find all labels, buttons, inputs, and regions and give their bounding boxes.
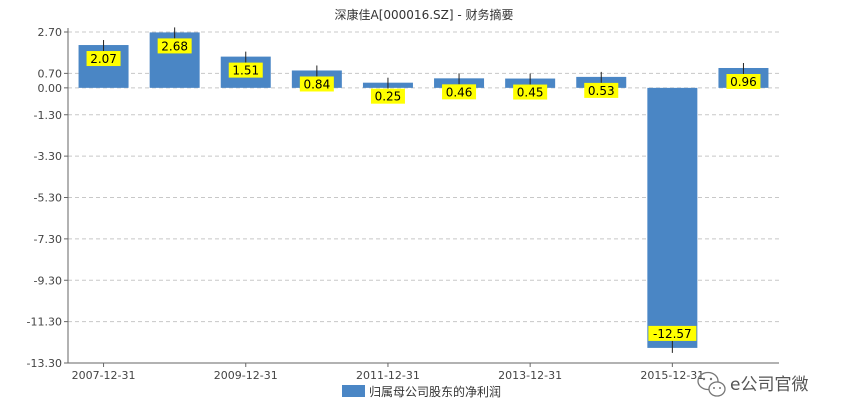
data-label: 0.96	[730, 75, 757, 89]
y-tick-label: -1.30	[34, 109, 62, 122]
y-tick-label: -7.30	[34, 233, 62, 246]
y-tick-label: 0.00	[38, 82, 63, 95]
y-tick-label: 0.70	[38, 67, 63, 80]
data-label: 0.45	[517, 86, 544, 100]
y-tick-label: -3.30	[34, 150, 62, 163]
data-label-box	[442, 84, 477, 100]
bar	[647, 87, 698, 348]
data-label-box	[370, 88, 405, 104]
data-label: 0.46	[446, 85, 473, 99]
x-tick-label: 2011-12-31	[356, 369, 420, 382]
x-tick-label: 2015-12-31	[640, 369, 704, 382]
data-label: 0.25	[375, 90, 402, 104]
data-label-box	[299, 76, 334, 92]
data-label-box	[726, 73, 761, 89]
data-label: 2.68	[161, 39, 188, 53]
x-tick-label: 2013-12-31	[498, 369, 562, 382]
y-tick-label: 2.70	[38, 26, 63, 39]
wechat-icon	[697, 371, 726, 397]
x-tick-label: 2009-12-31	[214, 369, 278, 382]
legend: 归属母公司股东的净利润	[342, 384, 501, 399]
chart-title: 深康佳A[000016.SZ] - 财务摘要	[335, 7, 514, 22]
data-label: -12.57	[653, 327, 692, 341]
data-label-box	[228, 62, 263, 78]
data-label-box	[584, 82, 619, 98]
data-label-box	[648, 325, 697, 341]
y-tick-label: -9.30	[34, 274, 62, 287]
data-label: 0.53	[588, 84, 615, 98]
x-axis-ticks: 2007-12-31 2009-12-31 2011-12-31 2013-12-31…	[72, 363, 704, 382]
legend-swatch	[342, 385, 365, 397]
watermark-text: e公司官微	[730, 375, 808, 395]
data-label: 1.51	[232, 64, 259, 78]
data-label: 2.07	[90, 52, 117, 66]
data-label-box	[86, 51, 121, 67]
y-tick-label: -5.30	[34, 192, 62, 205]
data-labels: 2.07 2.68 1.51 0.84 0.25 0.46 0.45 0.53 -12.57 0.…	[86, 27, 761, 353]
y-tick-label: -13.30	[27, 357, 62, 370]
legend-label: 归属母公司股东的净利润	[369, 384, 501, 399]
watermark: e公司官微	[697, 371, 808, 397]
y-tick-label: -11.30	[27, 316, 62, 329]
x-tick-label: 2007-12-31	[72, 369, 136, 382]
data-label: 0.84	[303, 77, 330, 91]
data-label-box	[513, 84, 548, 100]
data-label-box	[157, 38, 192, 54]
y-axis-ticks: 2.70 0.70 0.00 -1.30 -3.30 -5.30 -7.30 -9.30 -11…	[27, 26, 68, 370]
bar-series	[78, 32, 769, 348]
